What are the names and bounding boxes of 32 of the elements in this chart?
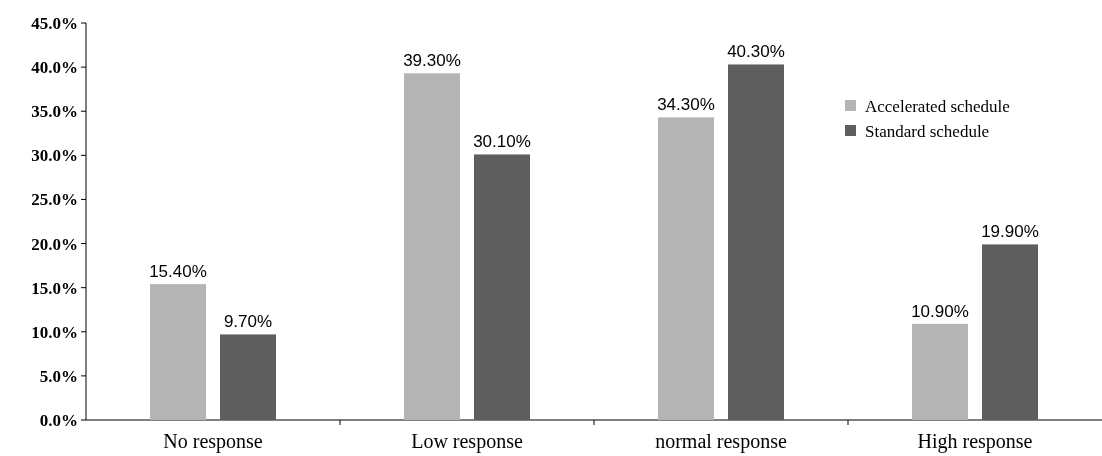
- bar: [728, 64, 784, 420]
- y-tick-label: 40.0%: [31, 58, 78, 78]
- bar: [658, 117, 714, 420]
- y-tick-label: 0.0%: [39, 410, 78, 430]
- x-tick-label: No response: [163, 430, 263, 453]
- data-label: 15.40%: [149, 262, 207, 282]
- data-label: 19.90%: [981, 222, 1039, 242]
- y-tick-label: 45.0%: [31, 13, 78, 33]
- bar: [474, 154, 530, 420]
- x-tick-label: normal response: [655, 430, 787, 453]
- x-tick-label: Low response: [411, 430, 523, 453]
- y-tick-label: 25.0%: [31, 190, 78, 210]
- bar: [220, 334, 276, 420]
- bar: [982, 244, 1038, 420]
- x-tick-label: High response: [917, 430, 1033, 453]
- bar: [404, 73, 460, 420]
- y-tick-label: 15.0%: [31, 278, 78, 298]
- y-tick-label: 20.0%: [31, 234, 78, 254]
- legend-label: Standard schedule: [865, 121, 990, 141]
- data-label: 39.30%: [403, 51, 461, 71]
- y-tick-label: 10.0%: [31, 322, 78, 342]
- y-tick-label: 35.0%: [31, 102, 78, 122]
- data-label: 40.30%: [727, 42, 785, 62]
- legend-label: Accelerated schedule: [865, 96, 1010, 116]
- data-label: 34.30%: [657, 95, 715, 115]
- data-label: 9.70%: [223, 312, 273, 332]
- y-tick-label: 30.0%: [31, 146, 78, 166]
- bar: [912, 323, 968, 420]
- data-label: 30.10%: [473, 132, 531, 152]
- y-tick-label: 5.0%: [39, 366, 78, 386]
- data-label: 10.90%: [911, 301, 969, 321]
- bar: [150, 284, 206, 420]
